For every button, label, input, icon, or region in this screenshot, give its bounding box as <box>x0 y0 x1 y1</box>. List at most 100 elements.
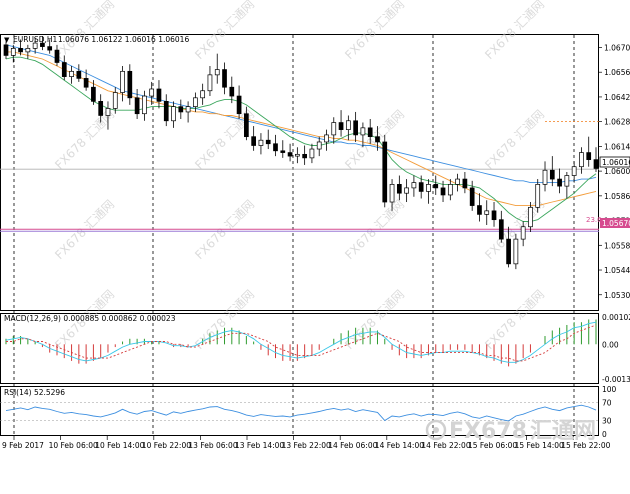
candle-bear <box>382 141 388 203</box>
candle-bear <box>396 184 402 194</box>
candle-bull <box>207 74 213 92</box>
rsi-panel-frame <box>0 386 599 436</box>
price-tick-label: 1.06285 <box>604 118 630 127</box>
candle-bull <box>112 92 118 109</box>
candle-bear <box>557 178 562 187</box>
macd-tick-label: 0.001025 <box>602 313 630 322</box>
candle-bear <box>469 187 475 206</box>
candle-bull <box>447 184 453 196</box>
candle-bull <box>331 122 337 136</box>
candle-bull <box>295 153 300 157</box>
candle-bull <box>513 238 519 265</box>
candle-bull <box>426 184 431 192</box>
candle-bear <box>506 238 511 265</box>
macd-tick-label: 0.00 <box>602 340 619 349</box>
candle-bull <box>579 152 584 168</box>
price-tick-label: 1.05305 <box>604 291 630 300</box>
candle-bear <box>83 78 89 88</box>
time-tick-label: 13 Feb 14:00 <box>235 441 284 450</box>
candle-bull <box>360 127 366 136</box>
candle-bull <box>571 166 577 176</box>
rsi-indicator <box>0 402 599 422</box>
candle-bear <box>98 101 104 116</box>
candle-bear <box>353 120 358 136</box>
rsi-tick-label: 100 <box>602 385 617 394</box>
candle-bull <box>389 184 395 203</box>
candle-bull <box>214 69 220 76</box>
candle-bear <box>477 205 482 215</box>
rsi-tick-label: 0 <box>602 430 607 439</box>
time-tick-label: 13 Feb 22:00 <box>282 441 331 450</box>
candle-bear <box>302 153 307 159</box>
current-price-box <box>599 156 630 168</box>
candle-bull <box>528 206 533 228</box>
main-panel-frame <box>0 34 599 311</box>
symbol-label: EURUSD,H1 <box>13 35 57 44</box>
candle-bear <box>178 106 184 113</box>
candle-bear <box>127 70 133 99</box>
candle-bear <box>273 143 278 152</box>
candle-bear <box>498 219 504 240</box>
candle-bear <box>163 101 169 122</box>
candle-bear <box>440 187 446 196</box>
macd-panel-frame <box>0 313 599 384</box>
brand-watermark-text: FX678 <box>449 419 527 444</box>
candle-bear <box>229 86 235 97</box>
ma-orange-line <box>6 51 597 207</box>
macd-signal-line <box>6 324 597 362</box>
candle-bull <box>10 48 16 56</box>
rsi-tick-label: 70 <box>602 399 612 408</box>
fib-price-label: 1.05670 <box>602 219 630 228</box>
rsi-tick-label: 30 <box>602 417 612 426</box>
candle-bear <box>134 97 140 115</box>
price-tick-label: 1.06005 <box>604 167 630 176</box>
candle-bull <box>564 175 570 187</box>
candle-bear <box>367 127 373 138</box>
axes: 1.06705 1.06565 1.06425 1.06285 1.06145 1.060… <box>2 43 630 450</box>
candle-bull <box>324 134 329 143</box>
candle-bull <box>345 120 351 130</box>
candle-bull <box>193 97 198 107</box>
candle-bull <box>316 141 322 150</box>
candle-bull <box>309 148 315 159</box>
candle-bull <box>542 169 548 185</box>
candle-bull <box>149 88 155 97</box>
fib-price-box <box>600 218 630 228</box>
time-tick-label: 13 Feb 06:00 <box>188 441 237 450</box>
candle-bull <box>32 42 38 49</box>
time-tick-label: 14 Feb 22:00 <box>421 441 470 450</box>
candle-bull <box>200 90 206 99</box>
candle-bear <box>251 136 257 146</box>
candle-bear <box>265 139 271 145</box>
candle-bull <box>411 182 417 189</box>
candle-bear <box>91 86 96 102</box>
candle-bear <box>491 210 497 221</box>
candle-bear <box>280 150 286 153</box>
time-tick-label: 9 Feb 2017 <box>2 441 44 450</box>
candle-bear <box>47 46 53 51</box>
candle-bull <box>120 70 125 93</box>
price-tick-label: 1.06705 <box>604 43 630 52</box>
macd-tick-label: -0.001365 <box>602 375 630 384</box>
candle-bear <box>222 69 227 88</box>
time-tick-label: 15 Feb 06:00 <box>468 441 517 450</box>
moving-averages <box>5 44 597 222</box>
time-tick-label: 10 Feb 22:00 <box>142 441 191 450</box>
candle-bear <box>338 122 344 130</box>
candle-bear <box>18 48 23 53</box>
candles[interactable] <box>3 36 599 270</box>
chart-collapse-icon[interactable]: ▼ <box>4 36 10 44</box>
time-tick-label: 15 Feb 14:00 <box>515 441 564 450</box>
candle-bull <box>535 184 541 208</box>
time-tick-label: 10 Feb 06:00 <box>49 441 98 450</box>
time-tick-label: 14 Feb 14:00 <box>375 441 424 450</box>
macd-line <box>5 321 597 363</box>
brand-watermark: FX678 汇通网 <box>425 419 596 444</box>
time-tick-label: 15 Feb 22:00 <box>561 441 610 450</box>
price-tick-label: 1.05865 <box>604 192 630 201</box>
candle-bear <box>549 169 555 180</box>
price-tick-label: 1.06425 <box>604 93 630 102</box>
candle-bull <box>258 139 264 146</box>
